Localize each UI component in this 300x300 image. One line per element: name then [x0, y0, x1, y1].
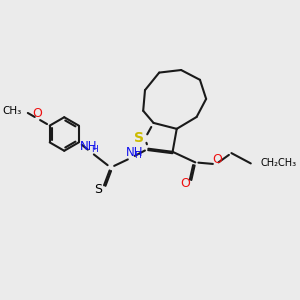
Text: H: H [134, 151, 141, 160]
Text: NH: NH [80, 140, 97, 153]
Text: NH: NH [126, 146, 143, 159]
Text: O: O [32, 107, 42, 120]
Text: O: O [212, 153, 222, 166]
Text: CH₃: CH₃ [3, 106, 22, 116]
Text: CH₂CH₃: CH₂CH₃ [261, 158, 297, 168]
Text: H: H [91, 146, 98, 154]
Text: S: S [134, 131, 144, 145]
Text: O: O [180, 176, 190, 190]
Text: S: S [94, 183, 102, 196]
